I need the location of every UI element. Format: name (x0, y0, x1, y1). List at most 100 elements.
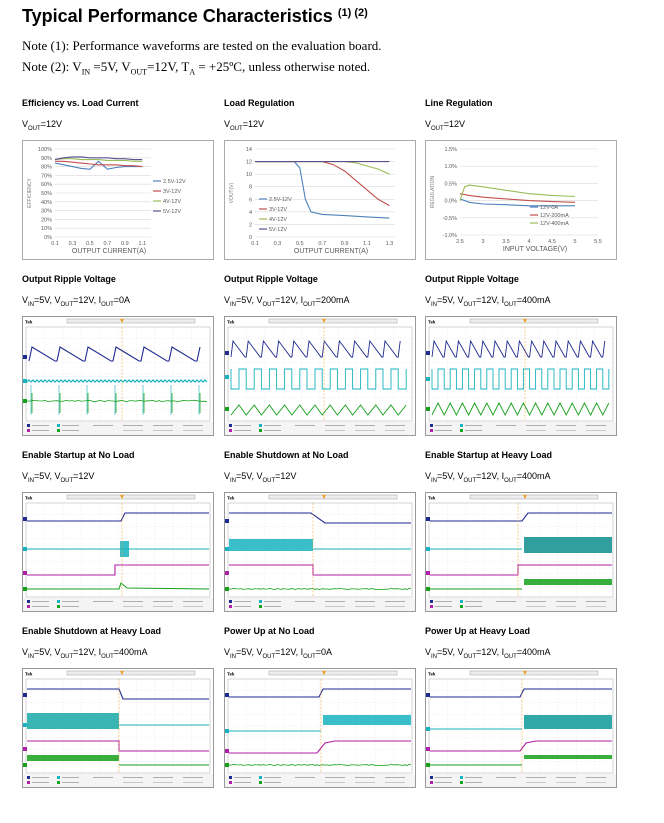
channel-badge (229, 424, 232, 427)
x-tick-label: 1.1 (138, 241, 146, 247)
switching-band (524, 715, 612, 729)
trigger-pos-marker (322, 671, 326, 675)
series-line-3V-12V (55, 160, 143, 168)
scope-brand: Tek (227, 496, 235, 501)
cell-condition: VOUT=12V (425, 119, 465, 132)
series-line-5V-12V (54, 156, 143, 161)
trigger-pos-marker (120, 671, 124, 675)
channel-badge (259, 605, 262, 608)
scope-footer (23, 598, 213, 611)
cell-title: Power Up at Heavy Load (425, 626, 531, 636)
channel-badge (57, 424, 60, 427)
vout-ripple (431, 339, 606, 358)
il-current (228, 763, 412, 767)
en (27, 564, 209, 576)
channel-badge (57, 776, 60, 779)
x-axis-label: INPUT VOLTAGE(V) (503, 246, 567, 253)
channel-badge (430, 781, 433, 784)
record-bar (268, 494, 398, 500)
channel-badge (430, 429, 433, 432)
series-line-12V-200mA (459, 193, 576, 203)
channel-badge (229, 600, 232, 603)
il-current (27, 582, 210, 590)
scope-screenshot: Tek (22, 492, 214, 612)
channel-marker (426, 587, 430, 591)
y-tick-label: 1.5% (444, 147, 457, 153)
channel-marker (225, 693, 229, 697)
y-tick-label: 30% (41, 209, 52, 215)
legend-label: 2.5V-12V (163, 179, 186, 185)
legend-label: 12V-0A (540, 205, 558, 211)
scope-brand: Tek (25, 320, 33, 325)
channel-marker (225, 749, 229, 753)
channel-marker (225, 351, 229, 355)
y-tick-label: -1.0% (443, 233, 457, 239)
sw-node (431, 368, 610, 390)
scope-footer (426, 774, 616, 787)
y-tick-label: 50% (41, 191, 52, 197)
cell-condition: VIN=5V, VOUT=12V, IOUT=0A (22, 295, 131, 308)
y-tick-label: 90% (41, 156, 52, 162)
vin (229, 740, 411, 754)
vout-ripple (230, 339, 401, 358)
scope-footer (23, 422, 213, 435)
y-tick-label: 80% (41, 165, 52, 171)
channel-marker (426, 571, 430, 575)
scope-footer (225, 774, 415, 787)
channel-badge (229, 429, 232, 432)
y-tick-label: 1.0% (444, 164, 457, 170)
record-bar (469, 318, 599, 324)
channel-badge (229, 781, 232, 784)
channel-badge (57, 605, 60, 608)
il-current (26, 399, 208, 403)
channel-marker (426, 547, 430, 551)
legend-label: 5V-12V (163, 209, 181, 215)
channel-badge (430, 600, 433, 603)
legend-label: 4V-12V (269, 217, 287, 223)
series-line-4V-12V (54, 158, 143, 162)
channel-badge (460, 429, 463, 432)
cell-title: Power Up at No Load (224, 626, 315, 636)
trigger-pos-marker (120, 495, 124, 499)
channel-badge (259, 600, 262, 603)
scope-footer (225, 422, 415, 435)
cell-condition: VIN=5V, VOUT=12V, IOUT=400mA (425, 295, 551, 308)
switching-band (229, 539, 313, 551)
channel-badge (460, 781, 463, 784)
y-tick-label: 0.0% (444, 199, 457, 205)
page-title-sup: (1) (2) (337, 7, 368, 19)
record-bar (268, 670, 398, 676)
channel-badge (27, 600, 30, 603)
legend-label: 12V-400mA (540, 221, 569, 227)
page-title: Typical Performance Characteristics (1) … (22, 6, 368, 27)
scope-footer (225, 598, 415, 611)
channel-marker (225, 519, 229, 523)
channel-marker (23, 379, 27, 383)
cell-title: Output Ripple Voltage (22, 274, 116, 284)
legend-label: 5V-12V (269, 227, 287, 233)
channel-badge (259, 429, 262, 432)
cell-title: Output Ripple Voltage (224, 274, 318, 284)
channel-marker (225, 763, 229, 767)
channel-marker (225, 375, 229, 379)
channel-badge (27, 781, 30, 784)
y-tick-label: 60% (41, 182, 52, 188)
vout (430, 512, 612, 522)
y-tick-label: 100% (38, 147, 52, 153)
channel-badge (430, 424, 433, 427)
channel-badge (27, 429, 30, 432)
channel-badge (259, 781, 262, 784)
channel-marker (426, 377, 430, 381)
series-line-12V-400mA (459, 184, 576, 201)
vout (27, 512, 209, 522)
vout-ripple (28, 346, 201, 362)
note-1: Note (1): Performance waveforms are test… (22, 38, 382, 53)
channel-marker (23, 571, 27, 575)
scope-brand: Tek (25, 496, 33, 501)
sw-node (230, 368, 407, 390)
x-tick-label: 5.5 (594, 239, 602, 245)
scope-screenshot: Tek (224, 668, 416, 788)
page-title-text: Typical Performance Characteristics (22, 6, 333, 26)
il-current (230, 404, 407, 416)
y-tick-label: 6 (249, 197, 252, 203)
